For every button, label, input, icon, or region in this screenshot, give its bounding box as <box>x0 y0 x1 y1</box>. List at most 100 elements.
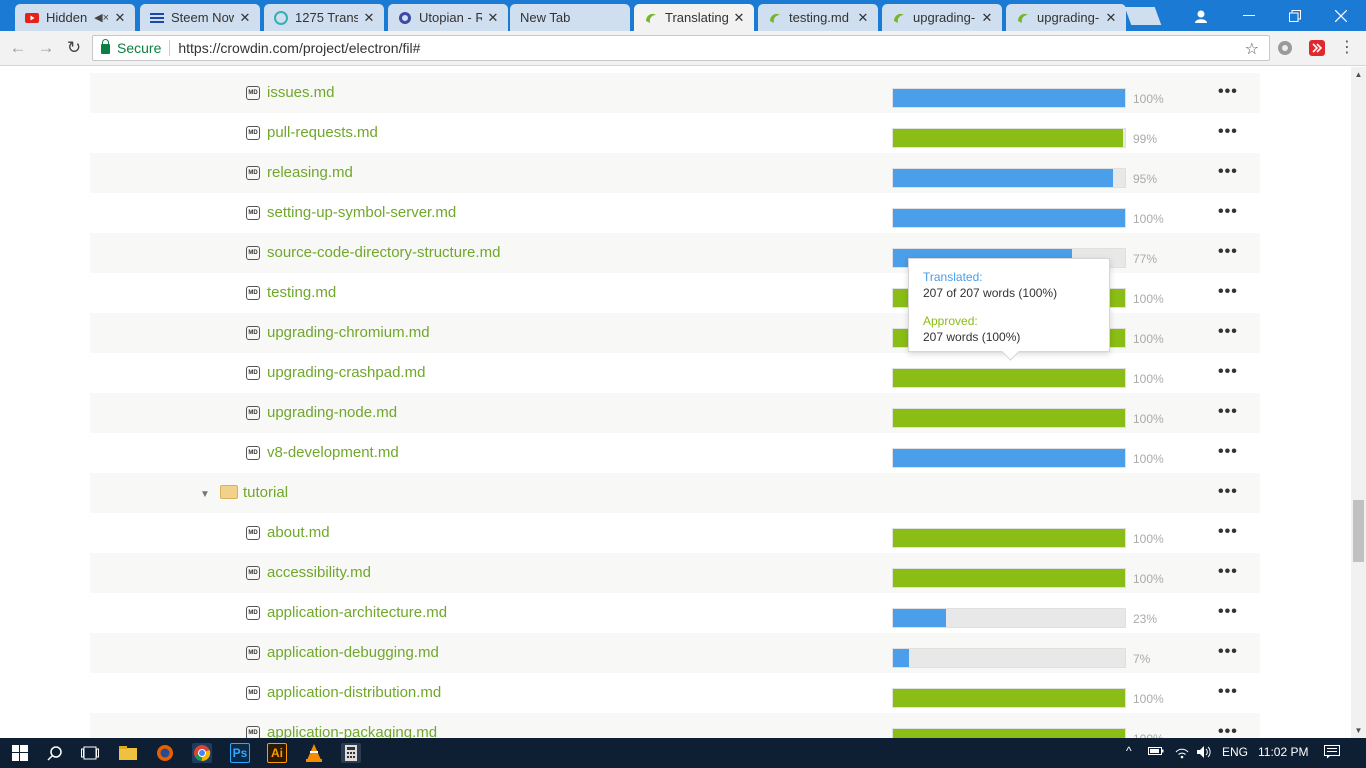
close-tab-icon[interactable]: ✕ <box>733 9 745 25</box>
chrome-icon[interactable] <box>192 743 212 763</box>
file-name-link[interactable]: application-distribution.md <box>267 684 442 701</box>
back-icon[interactable]: ← <box>9 38 27 57</box>
more-options-icon[interactable]: ••• <box>1218 603 1238 620</box>
secure-indicator[interactable]: Secure <box>93 39 161 56</box>
close-tab-icon[interactable]: ✕ <box>363 9 375 25</box>
vlc-icon[interactable] <box>304 743 324 763</box>
url-text[interactable]: https://crowdin.com/project/electron/fil… <box>178 40 421 56</box>
more-options-icon[interactable]: ••• <box>1218 563 1238 580</box>
bookmark-star-icon[interactable]: ☆ <box>1244 41 1259 58</box>
file-row[interactable]: MD releasing.md 95% ••• <box>90 153 1260 193</box>
file-name-link[interactable]: application-debugging.md <box>267 644 439 661</box>
browser-tab[interactable]: testing.md ✕ <box>758 4 878 31</box>
more-options-icon[interactable]: ••• <box>1218 83 1238 100</box>
progress-bar[interactable] <box>892 88 1126 108</box>
progress-bar[interactable] <box>892 528 1126 548</box>
more-options-icon[interactable]: ••• <box>1218 363 1238 380</box>
file-name-link[interactable]: source-code-directory-structure.md <box>267 244 501 261</box>
folder-name[interactable]: tutorial <box>243 484 289 501</box>
pocket-extension-icon[interactable] <box>1308 39 1326 57</box>
progress-bar[interactable] <box>892 608 1126 628</box>
file-name-link[interactable]: upgrading-crashpad.md <box>267 364 426 381</box>
firefox-icon[interactable] <box>155 743 175 763</box>
scroll-down-arrow-icon[interactable]: ▼ <box>1354 726 1363 735</box>
more-options-icon[interactable]: ••• <box>1218 643 1238 660</box>
file-name-link[interactable]: upgrading-chromium.md <box>267 324 430 341</box>
calculator-icon[interactable] <box>341 743 361 763</box>
file-explorer-icon[interactable] <box>118 743 138 763</box>
file-name-link[interactable]: about.md <box>267 524 330 541</box>
close-tab-icon[interactable]: ✕ <box>114 9 126 25</box>
action-center-icon[interactable] <box>1324 745 1340 762</box>
close-tab-icon[interactable]: ✕ <box>857 9 869 25</box>
file-name-link[interactable]: upgrading-node.md <box>267 404 398 421</box>
more-options-icon[interactable]: ••• <box>1218 683 1238 700</box>
file-row[interactable]: MD application-packaging.md 100% ••• <box>90 713 1260 738</box>
browser-tab[interactable]: Utopian - R ✕ <box>388 4 508 31</box>
progress-bar[interactable] <box>892 688 1126 708</box>
more-options-icon[interactable]: ••• <box>1218 283 1238 300</box>
close-tab-icon[interactable]: ✕ <box>487 9 499 25</box>
file-name-link[interactable]: v8-development.md <box>267 444 399 461</box>
file-name-link[interactable]: testing.md <box>267 284 337 301</box>
more-options-icon[interactable]: ••• <box>1218 443 1238 460</box>
browser-tab[interactable]: upgrading- ✕ <box>882 4 1002 31</box>
file-row[interactable]: MD upgrading-node.md 100% ••• <box>90 393 1260 433</box>
wifi-icon[interactable] <box>1174 745 1190 762</box>
speaker-muted-icon[interactable]: ◀× <box>94 12 109 24</box>
browser-tab[interactable]: Translating ✕ <box>634 4 754 31</box>
progress-bar[interactable] <box>892 408 1126 428</box>
file-name-link[interactable]: pull-requests.md <box>267 124 378 141</box>
profile-icon[interactable] <box>1178 0 1224 31</box>
file-row[interactable]: MD application-distribution.md 100% ••• <box>90 673 1260 713</box>
minimize-icon[interactable] <box>1226 0 1272 31</box>
task-view-icon[interactable] <box>80 743 100 763</box>
volume-icon[interactable] <box>1196 745 1212 762</box>
file-row[interactable]: MD setting-up-symbol-server.md 100% ••• <box>90 193 1260 233</box>
extension-icon[interactable] <box>1276 39 1294 57</box>
browser-tab[interactable]: Hidden ◀× ✕ <box>15 4 135 31</box>
tray-chevron-icon[interactable]: ^ <box>1126 744 1132 758</box>
page-scrollbar[interactable]: ▲ ▼ <box>1351 67 1366 738</box>
scroll-up-arrow-icon[interactable]: ▲ <box>1354 70 1363 79</box>
chrome-menu-icon[interactable]: ⋮ <box>1339 39 1355 56</box>
file-row[interactable]: MD upgrading-crashpad.md 100% ••• <box>90 353 1260 393</box>
more-options-icon[interactable]: ••• <box>1218 323 1238 340</box>
file-name-link[interactable]: releasing.md <box>267 164 353 181</box>
progress-bar[interactable] <box>892 168 1126 188</box>
browser-tab[interactable]: New Tab <box>510 4 630 31</box>
file-name-link[interactable]: setting-up-symbol-server.md <box>267 204 457 221</box>
file-row[interactable]: MD issues.md 100% ••• <box>90 73 1260 113</box>
photoshop-icon[interactable]: Ps <box>230 743 250 763</box>
progress-bar[interactable] <box>892 448 1126 468</box>
more-options-icon[interactable]: ••• <box>1218 523 1238 540</box>
more-options-icon[interactable]: ••• <box>1218 723 1238 738</box>
file-name-link[interactable]: issues.md <box>267 84 335 101</box>
illustrator-icon[interactable]: Ai <box>267 743 287 763</box>
collapse-arrow-icon[interactable]: ▼ <box>200 489 210 500</box>
file-name-link[interactable]: application-architecture.md <box>267 604 448 621</box>
progress-bar[interactable] <box>892 208 1126 228</box>
search-icon[interactable] <box>45 743 65 763</box>
scrollbar-thumb[interactable] <box>1353 500 1364 562</box>
file-name-link[interactable]: application-packaging.md <box>267 724 438 738</box>
new-tab-button[interactable] <box>1124 7 1162 25</box>
close-tab-icon[interactable]: ✕ <box>981 9 993 25</box>
reload-icon[interactable]: ↻ <box>66 38 82 57</box>
file-name-link[interactable]: accessibility.md <box>267 564 371 581</box>
file-row[interactable]: MD pull-requests.md 99% ••• <box>90 113 1260 153</box>
progress-bar[interactable] <box>892 648 1126 668</box>
more-options-icon[interactable]: ••• <box>1218 203 1238 220</box>
progress-bar[interactable] <box>892 128 1126 148</box>
close-window-icon[interactable] <box>1318 0 1364 31</box>
address-bar[interactable]: Secure https://crowdin.com/project/elect… <box>92 35 1270 61</box>
file-row[interactable]: MD application-debugging.md 7% ••• <box>90 633 1260 673</box>
more-options-icon[interactable]: ••• <box>1218 163 1238 180</box>
more-options-icon[interactable]: ••• <box>1218 123 1238 140</box>
more-options-icon[interactable]: ••• <box>1218 403 1238 420</box>
progress-bar[interactable] <box>892 728 1126 738</box>
restore-icon[interactable] <box>1272 0 1318 31</box>
language-indicator[interactable]: ENG <box>1222 745 1249 759</box>
file-row[interactable]: MD application-architecture.md 23% ••• <box>90 593 1260 633</box>
start-icon[interactable] <box>10 743 30 763</box>
